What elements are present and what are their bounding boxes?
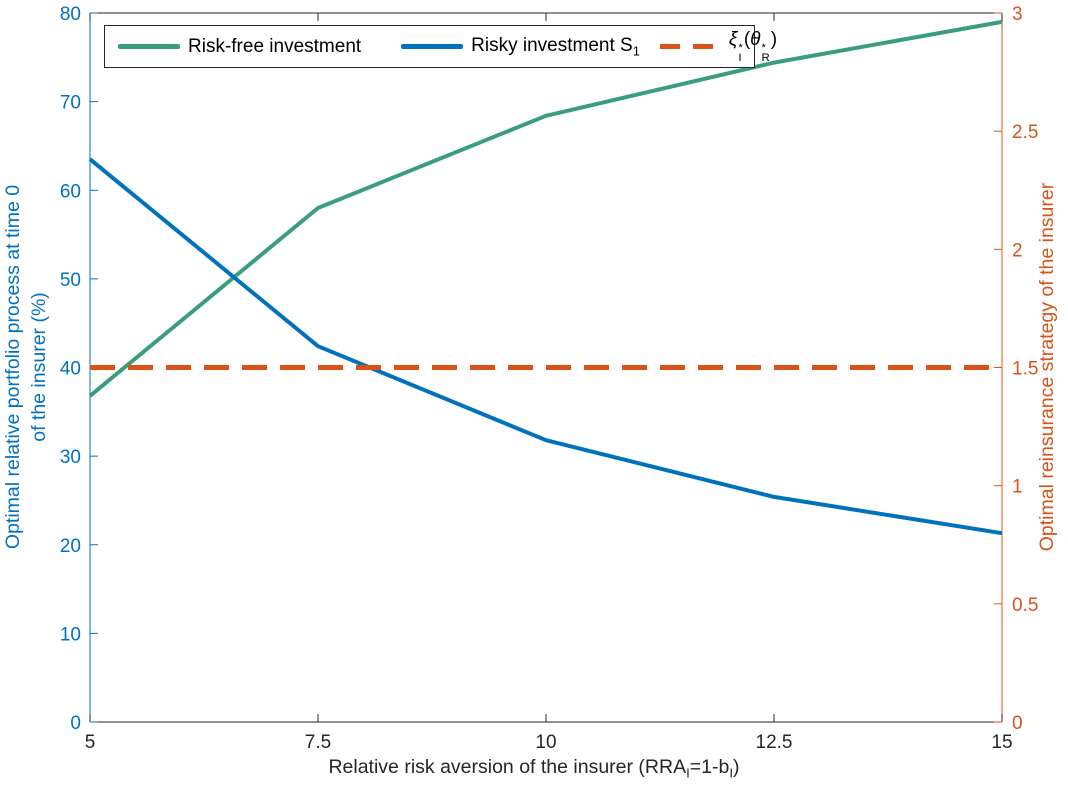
left-y-axis-label: Optimal relative portfolio process at ti… — [0, 0, 52, 747]
x-tick-label: 10 — [535, 732, 556, 753]
legend-label-risk-free: Risk-free investment — [188, 35, 362, 57]
right-y-tick-label: 1.5 — [1012, 359, 1038, 380]
legend-item-risky: Risky investment S1 — [401, 34, 640, 59]
left-y-tick-label: 50 — [60, 270, 81, 291]
right-y-tick-label: 0.5 — [1012, 595, 1038, 616]
legend-item-reinsurance: ξ * I (θ * R) — [659, 28, 778, 65]
left-y-tick-label: 80 — [60, 4, 81, 25]
risk-free-line — [88, 19, 1003, 398]
x-tick-label: 5 — [85, 732, 96, 753]
risk-free-line-sample — [118, 44, 180, 49]
left-y-tick-label: 0 — [70, 713, 81, 734]
risky-line — [88, 157, 1003, 536]
x-tick-label: 7.5 — [305, 732, 331, 753]
right-y-tick-label: 2 — [1012, 240, 1023, 261]
right-y-axis-label: Optimal reinsurance strategy of the insu… — [1036, 182, 1058, 552]
x-axis-label: Relative risk aversion of the insurer (R… — [328, 756, 740, 781]
left-y-axis-label-line2: of the insurer (%) — [28, 292, 50, 442]
left-y-tick-label: 70 — [60, 93, 81, 114]
left-y-axis-label-line1: Optimal relative portfolio process at ti… — [2, 184, 24, 550]
right-y-tick-label: 2.5 — [1012, 122, 1038, 143]
left-y-tick-label: 20 — [60, 536, 81, 557]
risky-line-sample — [401, 43, 464, 49]
x-tick-label: 15 — [991, 732, 1012, 753]
legend: Risk-free investment Risky investment S1… — [104, 25, 777, 68]
left-y-tick-label: 60 — [60, 181, 81, 202]
right-y-tick-label: 3 — [1012, 4, 1023, 25]
right-y-tick-label: 1 — [1012, 477, 1023, 498]
reinsurance-dashed-sample — [659, 44, 713, 49]
legend-label-reinsurance: ξ * I (θ * R) — [728, 28, 778, 65]
left-y-tick-label: 30 — [60, 447, 81, 468]
left-y-tick-label: 10 — [60, 624, 81, 645]
x-tick-label: 12.5 — [756, 732, 793, 753]
legend-item-risk-free: Risk-free investment — [118, 36, 361, 58]
left-y-tick-label: 40 — [60, 359, 81, 380]
legend-label-risky: Risky investment S1 — [471, 34, 640, 59]
right-y-tick-label: 0 — [1012, 713, 1023, 734]
